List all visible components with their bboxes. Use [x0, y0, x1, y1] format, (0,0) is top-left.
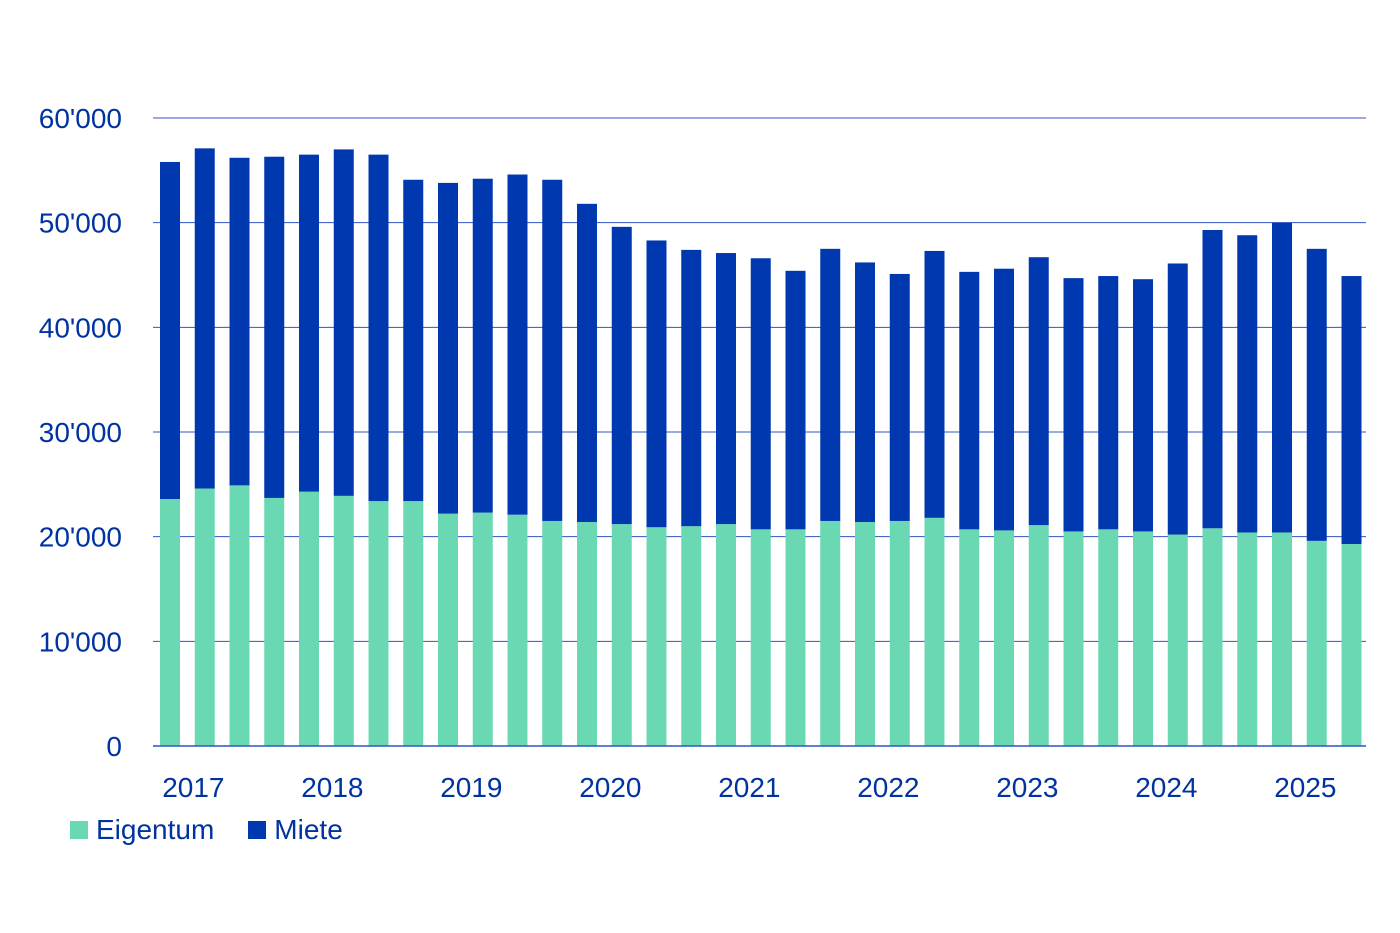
legend-label-miete: Miete: [274, 814, 343, 845]
bar-segment-eigentum: [1063, 531, 1084, 746]
bars: [160, 148, 1362, 746]
legend-label-eigentum: Eigentum: [96, 814, 215, 845]
x-tick-label: 2022: [857, 772, 919, 803]
bar-segment-eigentum: [368, 501, 389, 746]
x-tick-label: 2024: [1135, 772, 1197, 803]
bar-segment-eigentum: [716, 524, 736, 746]
bar-segment-miete: [299, 154, 319, 492]
bar-segment-miete: [646, 240, 667, 528]
bar-segment-eigentum: [611, 524, 632, 746]
bar-segment-eigentum: [959, 529, 980, 746]
bar-segment-miete: [1202, 229, 1223, 529]
x-tick-label: 2021: [718, 772, 780, 803]
bar-segment-miete: [1341, 276, 1362, 544]
bar-segment-eigentum: [438, 513, 458, 746]
bar-segment-miete: [1063, 278, 1084, 532]
bar-segment-eigentum: [1098, 529, 1119, 746]
bar-segment-miete: [1098, 276, 1119, 530]
bar-segment-eigentum: [264, 497, 285, 746]
bar-segment-eigentum: [542, 520, 563, 746]
bar-segment-miete: [785, 270, 806, 530]
bar-segment-miete: [160, 161, 180, 499]
bar-segment-eigentum: [889, 520, 910, 746]
x-axis-ticks: 2017 2018 2019 2020 2021 2022 2023 2024 2025: [162, 772, 1336, 803]
bar-segment-miete: [1167, 263, 1188, 535]
bar-segment-miete: [855, 262, 875, 523]
bar-segment-eigentum: [403, 501, 424, 746]
legend-swatch-miete: [248, 821, 267, 839]
bar-segment-eigentum: [1133, 531, 1153, 746]
legend-swatch-eigentum: [70, 821, 88, 839]
y-tick-label: 0: [106, 731, 122, 762]
legend-item-miete: Miete: [248, 814, 343, 846]
x-tick-label: 2025: [1274, 772, 1336, 803]
bar-segment-miete: [681, 249, 702, 527]
bar-segment-eigentum: [472, 512, 493, 746]
x-tick-label: 2019: [440, 772, 502, 803]
y-tick-label: 60'000: [39, 103, 122, 134]
bar-segment-miete: [959, 271, 980, 530]
y-axis-ticks: 0 10'000 20'000 30'000 40'000 50'000 60'000: [39, 103, 122, 762]
bar-segment-eigentum: [1202, 528, 1223, 746]
bar-segment-miete: [264, 156, 285, 498]
bar-segment-eigentum: [160, 498, 180, 746]
bar-segment-eigentum: [507, 514, 528, 746]
bar-segment-eigentum: [1272, 532, 1292, 746]
bar-segment-eigentum: [820, 520, 841, 746]
bar-segment-eigentum: [750, 529, 771, 746]
bar-segment-eigentum: [299, 491, 319, 746]
bar-segment-eigentum: [994, 530, 1014, 746]
bar-segment-miete: [333, 149, 354, 496]
bar-segment-eigentum: [1237, 532, 1258, 746]
bar-segment-miete: [1306, 248, 1327, 541]
bar-segment-miete: [924, 250, 945, 518]
bar-segment-miete: [542, 179, 563, 521]
bar-segment-eigentum: [577, 522, 597, 746]
bar-segment-eigentum: [1028, 525, 1049, 746]
bar-segment-miete: [716, 253, 736, 525]
bar-segment-miete: [403, 179, 424, 502]
x-tick-label: 2018: [301, 772, 363, 803]
bar-segment-eigentum: [333, 495, 354, 746]
x-tick-label: 2017: [162, 772, 224, 803]
bar-segment-eigentum: [924, 517, 945, 746]
y-tick-label: 50'000: [39, 208, 122, 239]
x-tick-label: 2023: [996, 772, 1058, 803]
legend: Eigentum Miete: [70, 814, 343, 846]
bar-segment-eigentum: [646, 527, 667, 746]
bar-segment-miete: [472, 178, 493, 513]
y-tick-label: 40'000: [39, 312, 122, 343]
bar-segment-miete: [577, 203, 597, 523]
x-tick-label: 2020: [579, 772, 641, 803]
bar-segment-eigentum: [855, 522, 875, 746]
bar-segment-miete: [368, 154, 389, 502]
y-tick-label: 10'000: [39, 626, 122, 657]
bar-segment-miete: [194, 148, 215, 489]
bar-segment-miete: [438, 182, 458, 514]
bar-segment-eigentum: [1341, 543, 1362, 746]
bar-segment-eigentum: [229, 485, 250, 746]
bar-segment-eigentum: [194, 488, 215, 746]
bar-segment-miete: [611, 226, 632, 525]
bar-segment-eigentum: [1306, 540, 1327, 746]
bar-segment-miete: [889, 273, 910, 521]
bar-segment-miete: [820, 248, 841, 521]
bar-segment-miete: [994, 268, 1014, 531]
bar-segment-eigentum: [785, 529, 806, 746]
bar-segment-miete: [1028, 257, 1049, 526]
bar-segment-miete: [229, 157, 250, 486]
bar-segment-miete: [507, 174, 528, 515]
y-tick-label: 30'000: [39, 417, 122, 448]
bar-segment-eigentum: [1167, 534, 1188, 746]
bar-segment-miete: [750, 258, 771, 530]
bar-segment-miete: [1272, 222, 1292, 533]
bar-segment-miete: [1237, 235, 1258, 533]
legend-item-eigentum: Eigentum: [70, 814, 214, 846]
y-tick-label: 20'000: [39, 522, 122, 553]
bar-segment-eigentum: [681, 526, 702, 746]
bar-segment-miete: [1133, 279, 1153, 532]
